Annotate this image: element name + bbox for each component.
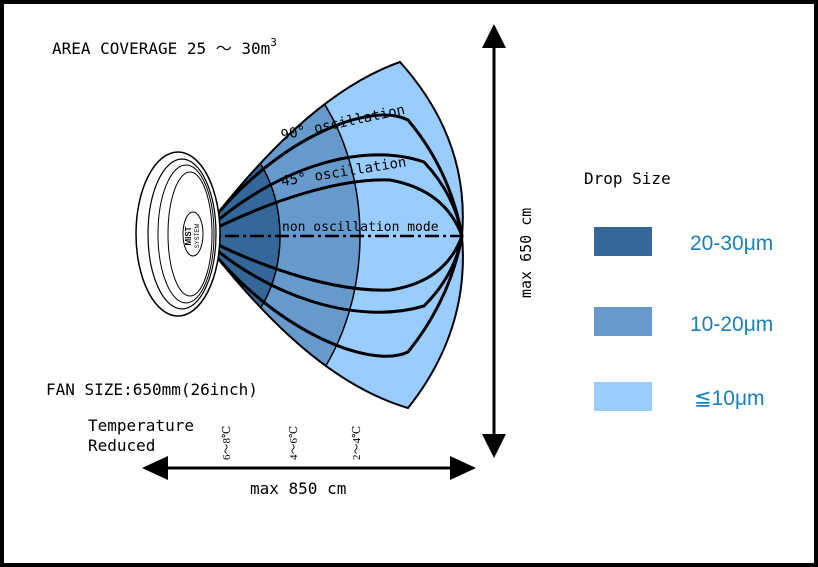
max-width-label: max 850 cm xyxy=(250,479,346,498)
legend-label-20-30: 20-30μm xyxy=(690,232,773,255)
temp-zone-mid: 4～6℃ xyxy=(288,426,300,460)
label-non-oscillation: non oscillation mode xyxy=(282,220,439,235)
legend-swatch-under-10 xyxy=(594,382,652,411)
height-dimension-arrow xyxy=(482,24,506,458)
legend-title: Drop Size xyxy=(584,169,671,188)
temperature-label: Temperature xyxy=(88,416,194,435)
fan-size-label: FAN SIZE:650mm(26inch) xyxy=(46,380,258,399)
legend-swatch-20-30 xyxy=(594,227,652,256)
width-dimension-arrow xyxy=(142,456,476,480)
fan-logo-system: SYSTEM xyxy=(195,224,201,249)
fan-device: MIST SYSTEM xyxy=(135,151,221,317)
legend-label-10-20: 10-20μm xyxy=(690,313,773,336)
fan-logo-mist: MIST xyxy=(184,226,193,245)
max-height-label: max 650 cm xyxy=(517,208,535,298)
legend: Drop Size 20-30μm 10-20μm ≦10μm xyxy=(584,169,773,411)
temp-zone-dark: 6～8℃ xyxy=(221,426,233,460)
area-coverage-title: AREA COVERAGE 25 ～ 30m3 xyxy=(52,36,277,58)
legend-swatch-10-20 xyxy=(594,307,652,336)
reduced-label: Reduced xyxy=(88,436,155,455)
temp-zone-light: 2～4℃ xyxy=(351,426,363,460)
legend-label-under-10: ≦10μm xyxy=(694,387,765,410)
